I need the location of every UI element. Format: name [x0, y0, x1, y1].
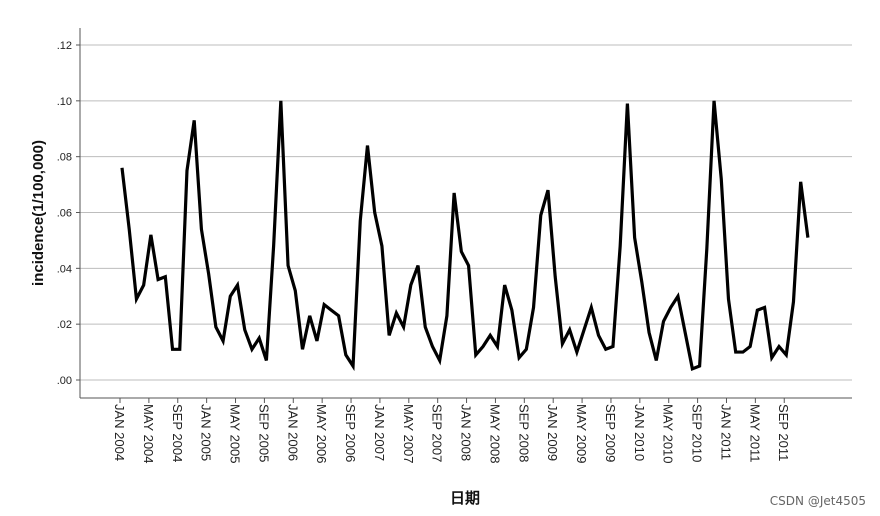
x-tick-label: MAY 2009 [574, 404, 589, 464]
x-tick-label: MAY 2005 [228, 404, 243, 464]
x-tick-label: MAY 2006 [314, 404, 329, 464]
x-tick-label: SEP 2007 [430, 404, 445, 462]
x-tick-label: MAY 2011 [747, 404, 762, 463]
x-tick-label: MAY 2007 [401, 404, 416, 464]
x-axis-ticks: JAN 2004 MAY 2004 SEP 2004 JAN 2005 MAY 2005… [112, 398, 791, 464]
x-tick-label: SEP 2008 [516, 404, 531, 462]
x-tick-label: SEP 2006 [343, 404, 358, 462]
x-tick-label: JAN 2005 [199, 404, 214, 461]
x-tick-label: JAN 2007 [372, 404, 387, 461]
x-tick-label: MAY 2010 [661, 404, 676, 464]
x-tick-label: SEP 2011 [776, 404, 791, 461]
y-tick-label: .12 [57, 40, 72, 52]
gridlines [80, 44, 852, 381]
x-tick-label: JAN 2006 [285, 404, 300, 461]
x-tick-label: SEP 2004 [170, 404, 185, 462]
series-line [120, 100, 810, 372]
y-tick-label: .02 [57, 319, 72, 331]
y-axis-title: incidence(1/100,000) [30, 140, 47, 286]
x-tick-label: JAN 2010 [632, 404, 647, 461]
x-tick-label: JAN 2008 [459, 404, 474, 461]
x-tick-label: JAN 2004 [112, 404, 127, 461]
x-tick-label: SEP 2010 [690, 404, 705, 462]
y-tick-label: .06 [57, 208, 72, 220]
x-tick-label: MAY 2004 [141, 404, 156, 464]
y-tick-label: .10 [57, 96, 72, 108]
y-tick-label: .08 [57, 152, 72, 164]
x-tick-label: JAN 2009 [545, 404, 560, 461]
y-tick-label: .00 [57, 375, 72, 387]
watermark: CSDN @Jet4505 [769, 494, 866, 508]
y-tick-label: .04 [57, 263, 72, 275]
x-tick-label: SEP 2009 [603, 404, 618, 462]
x-axis-title: 日期 [450, 489, 480, 507]
y-axis-ticks: .00 .02 .04 .06 .08 .10 .12 [57, 40, 80, 387]
x-tick-label: MAY 2008 [487, 404, 502, 464]
x-tick-label: SEP 2005 [256, 404, 271, 462]
x-tick-label: JAN 2011 [718, 404, 733, 460]
